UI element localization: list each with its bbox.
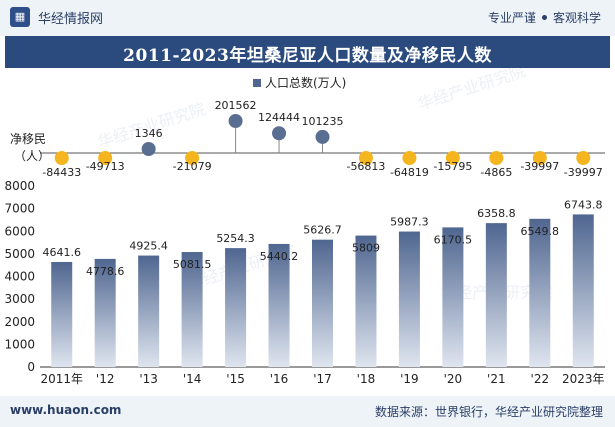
population-value-label: 6170.5 xyxy=(434,233,473,246)
migration-marker-positive xyxy=(228,114,243,128)
legend-label: 人口总数(万人) xyxy=(265,75,346,90)
population-value-label: 4925.4 xyxy=(129,240,168,253)
y-tick-label: 8000 xyxy=(4,179,35,193)
y-tick-label: 2000 xyxy=(4,315,35,329)
population-value-label: 4778.6 xyxy=(86,265,125,278)
migration-value-label: -15795 xyxy=(433,160,472,173)
x-tick-label: '20 xyxy=(444,372,463,386)
legend-swatch xyxy=(253,79,261,87)
bottom-bar: www.huaon.com 数据来源：世界银行，华经产业研究院整理 xyxy=(0,396,615,427)
y-tick-label: 7000 xyxy=(4,202,35,216)
migration-marker-positive xyxy=(272,126,287,141)
migration-value-label: -56813 xyxy=(346,160,385,173)
chart-title: 2011-2023年坦桑尼亚人口数量及净移民人数 xyxy=(123,46,492,66)
x-tick-label: '19 xyxy=(400,372,419,386)
population-value-label: 5987.3 xyxy=(390,216,429,229)
migration-marker-negative xyxy=(185,151,200,165)
x-tick-label: '15 xyxy=(226,372,245,386)
migration-value-label: -39997 xyxy=(520,160,559,173)
population-bar xyxy=(398,231,420,367)
population-value-label: 6743.8 xyxy=(564,198,603,211)
population-bar xyxy=(312,239,333,367)
x-tick-label: '18 xyxy=(357,372,376,386)
population-bar xyxy=(355,235,377,367)
population-bar xyxy=(181,252,203,367)
migration-marker-negative xyxy=(98,151,113,165)
population-bar xyxy=(529,218,551,367)
migration-marker-negative xyxy=(54,151,69,165)
x-tick-label: '12 xyxy=(96,372,115,386)
x-tick-label: '13 xyxy=(139,372,158,386)
tagline-left: 专业严谨 xyxy=(487,11,536,25)
y-tick-label: 4000 xyxy=(4,270,35,284)
separator-dot-icon xyxy=(541,15,547,20)
x-tick-label: '14 xyxy=(183,372,202,386)
migration-marker-negative xyxy=(489,151,504,165)
population-bar xyxy=(94,258,116,367)
migration-value-label: 101235 xyxy=(302,115,344,128)
population-value-label: 5081.5 xyxy=(173,258,212,271)
population-bar xyxy=(51,261,73,367)
population-value-label: 5440.2 xyxy=(260,250,299,263)
migration-marker-negative xyxy=(402,151,417,165)
y-tick-label: 3000 xyxy=(4,292,35,306)
tagline-right: 客观科学 xyxy=(552,11,601,25)
population-value-label: 5626.7 xyxy=(303,224,342,237)
population-value-label: 6358.8 xyxy=(477,207,516,220)
population-bar xyxy=(572,214,594,367)
x-tick-label: '17 xyxy=(313,372,332,386)
population-bar xyxy=(138,255,160,367)
huajing-logo-icon: ▦ xyxy=(10,7,30,27)
data-source: 数据来源：世界银行，华经产业研究院整理 xyxy=(374,405,603,419)
site-url: www.huaon.com xyxy=(10,403,122,417)
top-bar: ▦ 华经情报网 专业严谨 客观科学 xyxy=(0,0,615,36)
migration-marker-negative xyxy=(532,151,547,165)
chart: 华经产业研究院华经产业研究院华经产业研究院华经产业研究院010002000300… xyxy=(4,68,605,386)
population-value-label: 4641.6 xyxy=(42,246,81,259)
migration-value-label: 124444 xyxy=(258,111,300,124)
migration-value-label: -21079 xyxy=(173,160,212,173)
migration-value-label: -39997 xyxy=(564,166,603,179)
population-bar xyxy=(225,248,247,367)
migration-value-label: -49713 xyxy=(86,160,125,173)
y-tick-label: 6000 xyxy=(4,224,35,238)
migration-marker-positive xyxy=(315,129,330,144)
migration-axis-unit: （人） xyxy=(14,149,50,163)
migration-marker-negative xyxy=(576,151,591,165)
population-value-label: 5809 xyxy=(352,242,380,255)
title-bar: 2011-2023年坦桑尼亚人口数量及净移民人数 xyxy=(5,36,610,68)
x-tick-label: '16 xyxy=(270,372,289,386)
migration-value-label: 201562 xyxy=(215,99,257,112)
brand-name: 华经情报网 xyxy=(38,12,104,27)
migration-value-label: -64819 xyxy=(390,166,429,179)
population-bar xyxy=(485,223,507,367)
x-tick-label: 2023年 xyxy=(562,372,605,386)
x-tick-label: 2011年 xyxy=(40,372,83,386)
population-value-label: 6549.8 xyxy=(521,225,560,238)
migration-axis-label: 净移民 xyxy=(10,132,46,146)
migration-marker-negative xyxy=(445,151,460,165)
y-tick-label: 5000 xyxy=(4,247,35,261)
migration-value-label: -4865 xyxy=(480,166,512,179)
population-bar xyxy=(268,243,290,367)
y-tick-label: 0 xyxy=(27,360,35,374)
watermark-text: 华经产业研究院 xyxy=(415,68,527,114)
y-tick-label: 1000 xyxy=(4,337,35,351)
migration-value-label: 1346 xyxy=(135,127,163,140)
x-tick-label: '21 xyxy=(487,372,506,386)
x-tick-label: '22 xyxy=(531,372,550,386)
tagline: 专业严谨 客观科学 xyxy=(488,9,601,26)
population-bar xyxy=(442,227,464,367)
population-value-label: 5254.3 xyxy=(216,232,255,245)
migration-value-label: -84433 xyxy=(42,166,81,179)
migration-marker-negative xyxy=(358,151,373,165)
migration-marker-positive xyxy=(141,142,156,156)
